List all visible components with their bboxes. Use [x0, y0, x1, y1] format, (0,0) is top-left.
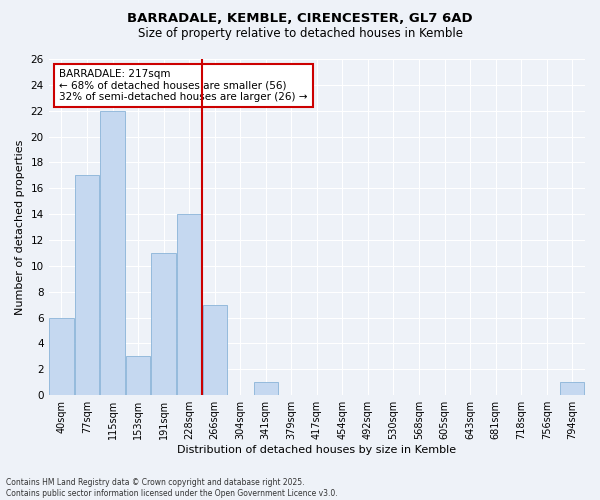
Text: BARRADALE: 217sqm
← 68% of detached houses are smaller (56)
32% of semi-detached: BARRADALE: 217sqm ← 68% of detached hous… — [59, 69, 308, 102]
Text: BARRADALE, KEMBLE, CIRENCESTER, GL7 6AD: BARRADALE, KEMBLE, CIRENCESTER, GL7 6AD — [127, 12, 473, 26]
Text: Size of property relative to detached houses in Kemble: Size of property relative to detached ho… — [137, 28, 463, 40]
Bar — [560, 382, 584, 395]
Bar — [100, 110, 125, 395]
Bar — [126, 356, 150, 395]
Bar — [151, 253, 176, 395]
Text: Contains HM Land Registry data © Crown copyright and database right 2025.
Contai: Contains HM Land Registry data © Crown c… — [6, 478, 338, 498]
Y-axis label: Number of detached properties: Number of detached properties — [15, 140, 25, 315]
Bar — [254, 382, 278, 395]
Bar — [75, 176, 99, 395]
Bar — [177, 214, 201, 395]
X-axis label: Distribution of detached houses by size in Kemble: Distribution of detached houses by size … — [177, 445, 457, 455]
Bar — [203, 304, 227, 395]
Bar — [49, 318, 74, 395]
